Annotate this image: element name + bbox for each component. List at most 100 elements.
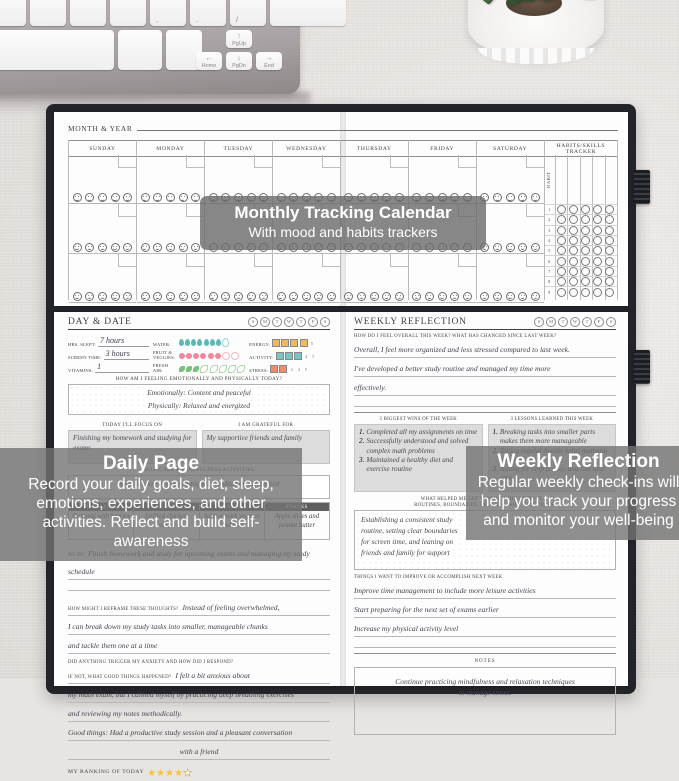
star-icon[interactable]: ★ <box>156 768 166 780</box>
habit-row-cells[interactable] <box>554 287 617 297</box>
habit-check-circle[interactable] <box>604 287 614 297</box>
rating-box-number[interactable]: 4 <box>304 353 308 359</box>
mood-face-icon[interactable] <box>72 242 82 252</box>
date-number-box[interactable] <box>321 253 340 267</box>
berry-icon[interactable] <box>231 352 240 360</box>
daily-weekday-dot-1[interactable]: M <box>260 317 270 327</box>
weekly-weekday-dot-2[interactable]: T <box>558 317 568 327</box>
improve-line-3[interactable]: Increase my physical activity level <box>354 618 616 637</box>
improve-line-4[interactable] <box>354 637 616 648</box>
daily-weekday-dot-0[interactable]: S <box>248 317 258 327</box>
drop-icon[interactable] <box>209 339 215 346</box>
weekly-weekday-dot-1[interactable]: M <box>546 317 556 327</box>
habit-column[interactable] <box>579 155 592 300</box>
mood-face-icon[interactable] <box>425 291 435 301</box>
feeling-box[interactable]: Emotionally: Content and peaceful Physic… <box>68 384 330 415</box>
mood-face-icon[interactable] <box>344 291 354 301</box>
habit-check-circle[interactable] <box>604 205 614 215</box>
mood-tracker-row[interactable] <box>477 193 544 203</box>
habit-check-circle[interactable] <box>592 236 602 246</box>
mood-face-icon[interactable] <box>493 291 503 301</box>
habit-check-circle[interactable] <box>580 205 590 215</box>
habit-check-circle[interactable] <box>568 215 578 225</box>
mood-face-icon[interactable] <box>123 242 133 252</box>
mood-face-icon[interactable] <box>233 291 243 301</box>
mood-face-icon[interactable] <box>123 291 133 301</box>
mood-face-icon[interactable] <box>450 291 460 301</box>
leaf-icon[interactable] <box>186 366 193 372</box>
habit-row-cells[interactable] <box>554 256 617 266</box>
habit-check-circle[interactable] <box>556 277 566 287</box>
mood-face-icon[interactable] <box>123 193 133 203</box>
mood-face-icon[interactable] <box>165 291 175 301</box>
habit-check-circle[interactable] <box>580 225 590 235</box>
habit-check-circle[interactable] <box>568 277 578 287</box>
mood-face-icon[interactable] <box>369 291 379 301</box>
date-number-box[interactable] <box>185 204 204 218</box>
overall-line-2[interactable]: I've developed a better study routine an… <box>354 358 616 377</box>
date-number-box[interactable] <box>525 253 544 267</box>
notes-box[interactable]: Continue practicing mindfulness and rela… <box>354 667 616 735</box>
calendar-week-cell[interactable] <box>69 204 136 254</box>
mood-face-icon[interactable] <box>72 193 82 203</box>
mood-tracker-row[interactable] <box>477 291 544 301</box>
date-number-box[interactable] <box>457 253 476 267</box>
mood-face-icon[interactable] <box>110 193 120 203</box>
reframe-line-3[interactable]: and tackle them one at a time <box>68 635 330 655</box>
mood-face-icon[interactable] <box>165 242 175 252</box>
daily-stat-value[interactable]: 7 hours <box>98 336 149 347</box>
calendar-week-cell[interactable] <box>204 253 272 303</box>
mood-face-icon[interactable] <box>395 291 405 301</box>
habit-check-circle[interactable] <box>592 246 602 256</box>
mood-face-icon[interactable] <box>97 291 107 301</box>
mood-face-icon[interactable] <box>178 193 188 203</box>
mood-face-icon[interactable] <box>97 193 107 203</box>
mood-face-icon[interactable] <box>531 193 540 203</box>
rating-box-number[interactable]: 5 <box>310 340 313 346</box>
mood-face-icon[interactable] <box>221 291 231 301</box>
habit-check-circle[interactable] <box>580 246 590 256</box>
habit-check-circle[interactable] <box>592 287 602 297</box>
habit-check-circle[interactable] <box>580 277 590 287</box>
star-icon[interactable]: ★ <box>147 768 157 780</box>
berry-icon[interactable] <box>200 353 207 359</box>
mood-tracker-row[interactable] <box>69 291 136 301</box>
habit-check-circle[interactable] <box>604 256 614 266</box>
date-number-box[interactable] <box>253 253 272 267</box>
mood-tracker-row[interactable] <box>205 291 272 301</box>
habit-check-circle[interactable] <box>556 256 566 266</box>
weekly-weekday-dot-4[interactable]: T <box>582 317 592 327</box>
habit-row-cells[interactable] <box>554 205 617 215</box>
mood-face-icon[interactable] <box>140 193 150 203</box>
mood-face-icon[interactable] <box>531 242 540 252</box>
mood-face-icon[interactable] <box>191 193 201 203</box>
rating-box-filled[interactable] <box>272 339 281 347</box>
mood-face-icon[interactable] <box>97 242 107 252</box>
berry-icon[interactable] <box>214 353 221 359</box>
habit-column[interactable] <box>592 155 604 300</box>
habit-check-circle[interactable] <box>568 205 578 215</box>
wins-list[interactable]: 1. Completed all my assignments on time 2.… <box>354 424 483 492</box>
leaf-icon[interactable] <box>200 365 209 373</box>
habit-check-circle[interactable] <box>556 205 566 215</box>
mood-face-icon[interactable] <box>153 242 163 252</box>
habit-row-cells[interactable] <box>554 236 617 246</box>
habit-check-circle[interactable] <box>556 246 566 256</box>
overall-line-4[interactable] <box>354 396 616 407</box>
leaf-icon[interactable] <box>209 365 218 373</box>
trigger-line-4[interactable]: Good things: Had a productive study sess… <box>68 722 330 742</box>
drop-icon[interactable] <box>215 339 221 346</box>
habit-check-circle[interactable] <box>568 287 578 297</box>
habit-check-circle[interactable] <box>568 246 578 256</box>
mood-face-icon[interactable] <box>110 291 120 301</box>
habit-check-circle[interactable] <box>604 246 614 256</box>
date-number-box[interactable] <box>389 155 408 168</box>
habit-check-circle[interactable] <box>580 215 590 225</box>
habit-check-circle[interactable] <box>592 205 602 215</box>
date-number-box[interactable] <box>117 204 136 218</box>
habit-column[interactable] <box>554 155 567 300</box>
daily-stat-value[interactable]: 1 <box>95 362 149 373</box>
trigger-line-5[interactable]: with a friend <box>68 741 330 761</box>
rating-box-number[interactable]: 4 <box>297 366 300 372</box>
